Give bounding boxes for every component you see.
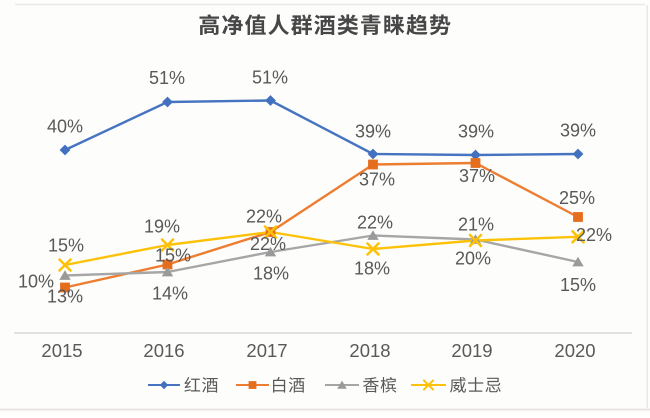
svg-text:37%: 37% (459, 166, 495, 186)
svg-text:37%: 37% (359, 169, 395, 189)
svg-text:2020: 2020 (554, 340, 595, 361)
svg-text:18%: 18% (253, 263, 289, 283)
svg-text:51%: 51% (252, 67, 288, 87)
svg-text:2017: 2017 (246, 340, 287, 361)
svg-text:25%: 25% (559, 188, 595, 208)
svg-text:2018: 2018 (349, 340, 390, 361)
svg-text:39%: 39% (560, 120, 596, 140)
svg-text:21%: 21% (458, 214, 494, 234)
svg-text:18%: 18% (354, 258, 390, 278)
svg-text:14%: 14% (152, 283, 188, 303)
svg-text:51%: 51% (149, 68, 185, 88)
svg-text:10%: 10% (18, 271, 54, 291)
svg-text:39%: 39% (355, 121, 391, 141)
svg-text:19%: 19% (144, 216, 180, 236)
svg-text:20%: 20% (455, 248, 491, 268)
svg-text:15%: 15% (560, 275, 596, 295)
svg-text:2016: 2016 (143, 340, 184, 361)
svg-text:39%: 39% (458, 121, 494, 141)
svg-text:2019: 2019 (451, 340, 492, 361)
svg-text:40%: 40% (47, 116, 83, 136)
svg-text:2015: 2015 (41, 340, 82, 361)
svg-text:22%: 22% (357, 212, 393, 232)
svg-text:15%: 15% (48, 235, 84, 255)
svg-text:22%: 22% (246, 206, 282, 226)
svg-text:15%: 15% (155, 245, 191, 265)
svg-text:13%: 13% (47, 286, 83, 306)
svg-text:22%: 22% (250, 234, 286, 254)
svg-text:22%: 22% (576, 225, 612, 245)
